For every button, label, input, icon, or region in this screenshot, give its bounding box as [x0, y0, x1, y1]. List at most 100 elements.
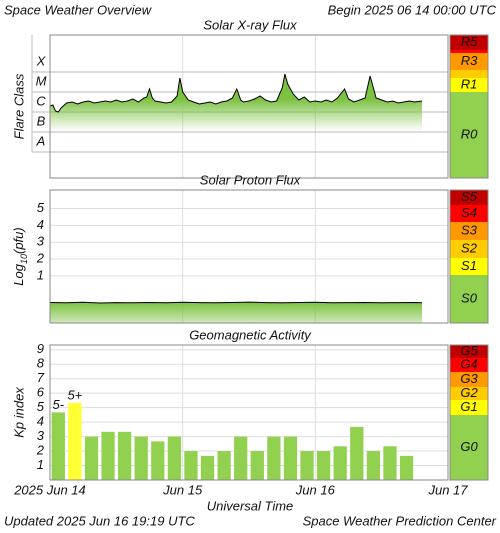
- scale-band: [450, 205, 488, 222]
- kp-bar: [383, 446, 397, 480]
- y-axis-label-part: 10: [19, 254, 29, 264]
- kp-bar: [234, 436, 248, 480]
- scale-label: R5: [461, 34, 478, 49]
- scale-label: R3: [461, 53, 478, 68]
- kp-bar: [217, 451, 231, 480]
- y-tick-label: 8: [37, 356, 45, 371]
- kp-bar: [200, 455, 215, 480]
- kp-bar: [184, 451, 198, 480]
- kp-bar: [333, 446, 347, 480]
- plot-area: [49, 189, 449, 324]
- scale-frame: [449, 344, 489, 481]
- scale-band: [450, 372, 488, 387]
- scale-band: [450, 190, 488, 205]
- scale-band: [450, 78, 488, 92]
- y-tick-label: 4: [37, 217, 44, 232]
- scale-band: [450, 70, 488, 78]
- y-axis-label-part: (pfu): [11, 227, 26, 254]
- y-tick-label: 7: [37, 370, 45, 385]
- y-tick-label: 1: [37, 267, 44, 282]
- y-tick-label: A: [36, 133, 46, 148]
- scale-frame: [449, 34, 489, 179]
- flux-line: [49, 301, 423, 304]
- scale-label: G3: [460, 371, 478, 386]
- scale-label: S3: [461, 222, 478, 237]
- y-tick-label: X: [36, 53, 47, 68]
- y-tick-label: 1: [37, 457, 44, 472]
- flux-line: [49, 73, 423, 113]
- kp-bar: [366, 451, 381, 480]
- kp-bar: [134, 436, 148, 480]
- scale-band: [450, 92, 488, 178]
- panel-title: Geomagnetic Activity: [189, 327, 312, 342]
- plot-frame: [49, 344, 449, 481]
- kp-bar: [68, 402, 82, 480]
- page-title: Space Weather Overview: [4, 2, 153, 17]
- y-tick-label: 2: [36, 250, 45, 265]
- value-label: 5-: [53, 397, 65, 412]
- y-tick-label: B: [37, 113, 46, 128]
- y-tick-label: 2: [36, 442, 45, 457]
- x-axis-label: Universal Time: [207, 498, 294, 513]
- scale-band: [450, 345, 488, 358]
- y-tick-label: 5: [37, 399, 45, 414]
- panel-title: Solar Proton Flux: [200, 172, 301, 187]
- kp-bar: [283, 436, 298, 480]
- kp-bar: [267, 436, 281, 480]
- plot-frame: [49, 34, 449, 179]
- begin-time: Begin 2025 06 14 00:00 UTC: [328, 2, 497, 17]
- flux-area: [50, 302, 422, 323]
- scale-band: [450, 222, 488, 240]
- source: Space Weather Prediction Center: [303, 513, 497, 528]
- scale-band: [450, 258, 488, 275]
- kp-bar: [84, 436, 99, 480]
- scale-frame: [449, 189, 489, 324]
- scale-band: [450, 53, 488, 70]
- scale-band: [450, 240, 488, 258]
- scale-label: G4: [460, 356, 477, 371]
- scale-label: S1: [461, 258, 477, 273]
- scale-label: R0: [461, 126, 478, 141]
- scale-band: [450, 415, 488, 480]
- x-tick-label: Jun 17: [427, 482, 468, 497]
- updated-time: Updated 2025 Jun 16 19:19 UTC: [4, 513, 195, 528]
- scale-label: R1: [461, 76, 478, 91]
- y-axis-label: Kp index: [11, 387, 26, 438]
- scale-label: S4: [461, 205, 477, 220]
- x-tick-label: 2025 Jun 14: [13, 482, 86, 497]
- value-label: 5+: [67, 387, 82, 402]
- scale-label: G0: [460, 439, 478, 454]
- kp-bar: [117, 431, 132, 480]
- y-axis-label: Flare Class: [11, 73, 26, 139]
- scale-band: [450, 387, 488, 400]
- y-tick-label: 6: [37, 385, 45, 400]
- y-tick-label: 3: [37, 428, 45, 443]
- kp-bar: [350, 426, 364, 480]
- kp-bar: [51, 412, 65, 480]
- scale-band: [450, 400, 488, 415]
- scale-band: [450, 35, 488, 50]
- kp-bar: [399, 455, 414, 480]
- y-tick-label: 4: [37, 414, 44, 429]
- kp-bar: [101, 431, 115, 480]
- scale-band: [450, 275, 488, 323]
- scale-band: [450, 358, 488, 372]
- scale-label: S0: [461, 290, 478, 305]
- kp-bar: [316, 451, 331, 480]
- kp-bar: [151, 441, 165, 480]
- y-tick-label: C: [36, 93, 46, 108]
- scale-band: [450, 50, 488, 53]
- scale-label: S2: [461, 240, 478, 255]
- kp-bar: [300, 451, 314, 480]
- scale-label: G1: [460, 399, 477, 414]
- y-axis-label: Log10(pfu): [11, 227, 29, 285]
- x-tick-label: Jun 15: [162, 482, 203, 497]
- kp-bar: [250, 451, 264, 480]
- y-tick-label: 3: [37, 234, 45, 249]
- plot-frame: [49, 189, 449, 324]
- y-tick-label: 5: [37, 200, 45, 215]
- y-tick-label: 9: [37, 341, 44, 356]
- y-axis-label-part: Log: [11, 263, 26, 285]
- panel-title: Solar X-ray Flux: [203, 17, 297, 32]
